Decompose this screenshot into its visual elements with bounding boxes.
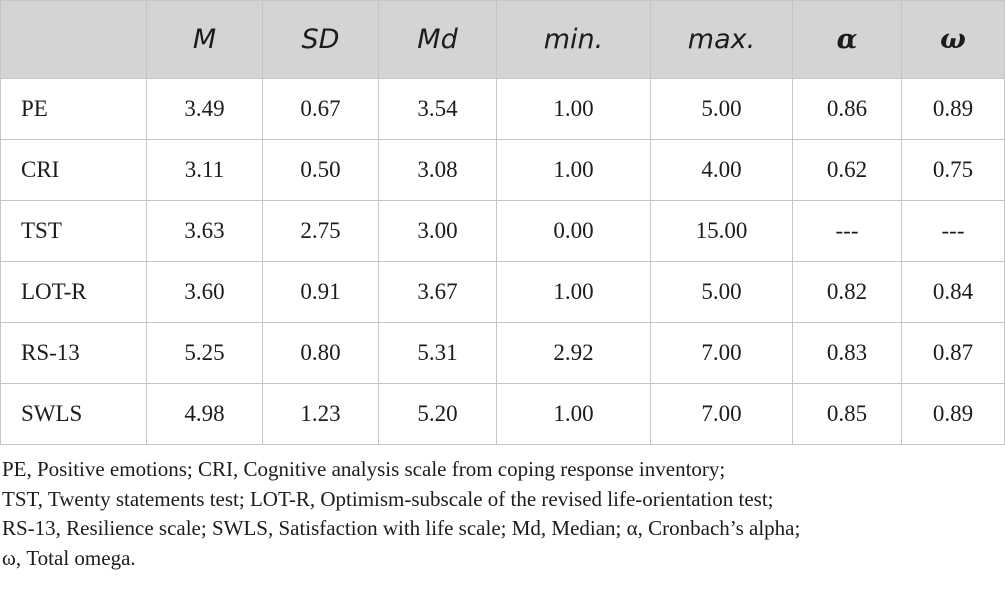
header-cell-alpha: α xyxy=(792,0,902,79)
table-body: PE 3.49 0.67 3.54 1.00 5.00 0.86 0.89 CR… xyxy=(0,78,1005,445)
cell-mean: 3.49 xyxy=(146,78,263,140)
cell-mean: 3.11 xyxy=(146,139,263,201)
table-header: M SD Md min. max. α ω xyxy=(0,0,1005,79)
cell-min: 1.00 xyxy=(496,78,651,140)
cell-omega: 0.89 xyxy=(901,383,1005,445)
cell-alpha: 0.82 xyxy=(792,261,902,323)
table-row: SWLS 4.98 1.23 5.20 1.00 7.00 0.85 0.89 xyxy=(0,383,1005,445)
cell-alpha: 0.83 xyxy=(792,322,902,384)
table-row: LOT-R 3.60 0.91 3.67 1.00 5.00 0.82 0.84 xyxy=(0,261,1005,323)
header-cell-max: max. xyxy=(650,0,793,79)
cell-sd: 2.75 xyxy=(262,200,379,262)
cell-alpha: --- xyxy=(792,200,902,262)
cell-max: 7.00 xyxy=(650,383,793,445)
cell-mean: 4.98 xyxy=(146,383,263,445)
cell-median: 3.54 xyxy=(378,78,497,140)
cell-alpha: 0.85 xyxy=(792,383,902,445)
header-cell-corner xyxy=(0,0,147,79)
cell-median: 3.67 xyxy=(378,261,497,323)
footnote-line: PE, Positive emotions; CRI, Cognitive an… xyxy=(2,457,726,481)
cell-alpha: 0.62 xyxy=(792,139,902,201)
cell-min: 2.92 xyxy=(496,322,651,384)
cell-mean: 5.25 xyxy=(146,322,263,384)
footnote-line: ω, Total omega. xyxy=(2,545,136,570)
row-label: SWLS xyxy=(0,383,147,445)
cell-omega: 0.89 xyxy=(901,78,1005,140)
cell-max: 7.00 xyxy=(650,322,793,384)
header-cell-omega: ω xyxy=(901,0,1005,79)
table-footnote: PE, Positive emotions; CRI, Cognitive an… xyxy=(2,455,1002,573)
cell-median: 5.31 xyxy=(378,322,497,384)
cell-median: 5.20 xyxy=(378,383,497,445)
cell-min: 0.00 xyxy=(496,200,651,262)
row-label: TST xyxy=(0,200,147,262)
cell-omega: 0.84 xyxy=(901,261,1005,323)
cell-alpha: 0.86 xyxy=(792,78,902,140)
row-label: LOT-R xyxy=(0,261,147,323)
cell-sd: 0.67 xyxy=(262,78,379,140)
cell-min: 1.00 xyxy=(496,383,651,445)
cell-mean: 3.60 xyxy=(146,261,263,323)
cell-omega: 0.75 xyxy=(901,139,1005,201)
row-label: CRI xyxy=(0,139,147,201)
footnote-line: RS-13, Resilience scale; SWLS, Satisfact… xyxy=(2,516,801,540)
cell-max: 4.00 xyxy=(650,139,793,201)
cell-sd: 0.91 xyxy=(262,261,379,323)
cell-omega: --- xyxy=(901,200,1005,262)
descriptive-statistics-table: M SD Md min. max. α ω PE 3.49 0.67 3.54 … xyxy=(0,0,1005,445)
footnote-line: TST, Twenty statements test; LOT-R, Opti… xyxy=(2,486,774,511)
cell-min: 1.00 xyxy=(496,261,651,323)
cell-omega: 0.87 xyxy=(901,322,1005,384)
table-row: RS-13 5.25 0.80 5.31 2.92 7.00 0.83 0.87 xyxy=(0,322,1005,384)
cell-median: 3.08 xyxy=(378,139,497,201)
header-cell-min: min. xyxy=(496,0,651,79)
cell-median: 3.00 xyxy=(378,200,497,262)
cell-min: 1.00 xyxy=(496,139,651,201)
table-row: PE 3.49 0.67 3.54 1.00 5.00 0.86 0.89 xyxy=(0,78,1005,140)
cell-max: 5.00 xyxy=(650,78,793,140)
table-row: CRI 3.11 0.50 3.08 1.00 4.00 0.62 0.75 xyxy=(0,139,1005,201)
row-label: RS-13 xyxy=(0,322,147,384)
header-cell-mean: M xyxy=(146,0,263,79)
cell-sd: 0.50 xyxy=(262,139,379,201)
cell-max: 15.00 xyxy=(650,200,793,262)
row-label: PE xyxy=(0,78,147,140)
cell-mean: 3.63 xyxy=(146,200,263,262)
header-cell-sd: SD xyxy=(262,0,379,79)
cell-sd: 1.23 xyxy=(262,383,379,445)
cell-max: 5.00 xyxy=(650,261,793,323)
header-cell-median: Md xyxy=(378,0,497,79)
header-row: M SD Md min. max. α ω xyxy=(0,0,1005,79)
cell-sd: 0.80 xyxy=(262,322,379,384)
table-row: TST 3.63 2.75 3.00 0.00 15.00 --- --- xyxy=(0,200,1005,262)
